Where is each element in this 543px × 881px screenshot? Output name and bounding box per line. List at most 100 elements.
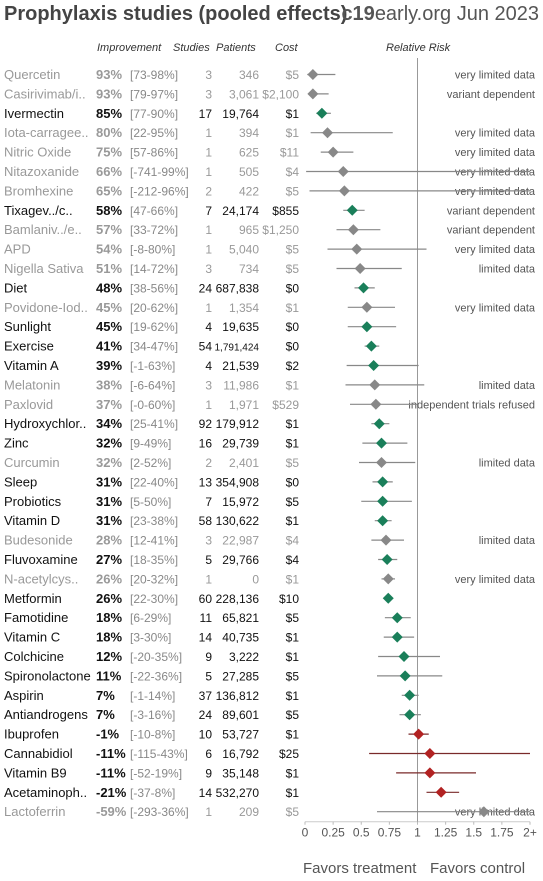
row-cost: $1: [286, 728, 300, 742]
row-name: N-acetylcys..: [4, 571, 78, 586]
effect-marker: [377, 476, 389, 488]
effect-marker: [370, 398, 382, 410]
row-studies: 5: [205, 669, 212, 683]
row-studies: 1: [205, 126, 212, 140]
row-ci: [-212-96%]: [130, 184, 189, 198]
row-ci: [22-40%]: [130, 475, 178, 489]
row-ci: [20-62%]: [130, 301, 178, 315]
row-ci: [-22-36%]: [130, 669, 182, 683]
row-improvement: -11%: [96, 746, 126, 761]
row-improvement: 7%: [96, 707, 115, 722]
row-patients: 22,987: [222, 534, 259, 548]
row-patients: 65,821: [222, 611, 259, 625]
effect-marker: [435, 786, 447, 798]
row-studies: 7: [205, 204, 212, 218]
row-ci: [38-56%]: [130, 281, 178, 295]
row-ci: [47-66%]: [130, 204, 178, 218]
row-patients: 354,908: [216, 475, 260, 489]
row-ci: [-115-43%]: [130, 747, 188, 761]
row-cost: $0: [286, 320, 300, 334]
row-patients: 35,148: [222, 766, 259, 780]
row-patients: 27,285: [222, 669, 259, 683]
row-note: limited data: [479, 380, 536, 392]
row-studies: 24: [199, 281, 213, 295]
row-improvement: 93%: [96, 67, 122, 82]
row-ci: [22-30%]: [130, 592, 178, 606]
header: Prophylaxis studies (pooled effects) c19…: [0, 0, 543, 34]
source-site: early.org Jun 2023: [374, 3, 539, 25]
effect-marker: [369, 379, 381, 391]
row-name: Metformin: [4, 591, 62, 606]
row-studies: 1: [205, 165, 212, 179]
row-cost: $11: [280, 146, 299, 160]
row-improvement: 31%: [96, 474, 122, 489]
row-name: Acetaminoph..: [4, 785, 87, 800]
row-ci: [6-29%]: [130, 611, 171, 625]
row-ci: [-0-60%]: [130, 398, 175, 412]
row-improvement: 48%: [96, 280, 122, 295]
effect-marker: [307, 88, 319, 100]
row-name: Nitazoxanide: [4, 164, 79, 179]
row-patients: 346: [239, 68, 259, 82]
row-ci: [5-50%]: [130, 495, 171, 509]
x-tick-label: 0.5: [353, 826, 370, 840]
row-studies: 5: [205, 553, 212, 567]
row-improvement: 93%: [96, 86, 122, 101]
row-patients: 1,791,424: [215, 343, 260, 354]
row-ci: [34-47%]: [130, 340, 178, 354]
row-studies: 37: [199, 689, 213, 703]
row-studies: 4: [205, 320, 212, 334]
row-note: independent trials refused: [408, 399, 535, 411]
row-note: variant dependent: [447, 225, 535, 237]
effect-marker: [347, 224, 359, 236]
row-studies: 58: [199, 514, 213, 528]
row-patients: 179,912: [216, 417, 260, 431]
row-cost: $855: [272, 204, 299, 218]
effect-marker: [354, 263, 366, 274]
effect-marker: [376, 457, 387, 468]
row-ci: [57-86%]: [130, 146, 178, 160]
row-improvement: 39%: [96, 358, 122, 373]
effect-marker: [365, 340, 377, 352]
effect-marker: [351, 243, 363, 255]
row-studies: 1: [205, 301, 212, 315]
favors-treatment-label: Favors treatment: [303, 860, 417, 877]
row-cost: $5: [286, 669, 300, 683]
row-studies: 4: [205, 359, 212, 373]
row-name: Nitric Oxide: [4, 145, 71, 160]
row-studies: 24: [199, 708, 213, 722]
row-name: Spironolactone: [4, 668, 91, 683]
column-header-patients: Patients: [216, 42, 256, 54]
effect-marker: [413, 728, 425, 740]
effect-marker: [398, 651, 410, 662]
row-name: Budesonide: [4, 533, 73, 548]
row-patients: 422: [239, 184, 259, 198]
row-studies: 7: [205, 495, 212, 509]
row-note: very limited data: [455, 147, 536, 159]
row-cost: $1: [286, 107, 300, 121]
row-studies: 1: [205, 243, 212, 257]
row-studies: 54: [199, 340, 213, 354]
row-patients: 965: [239, 223, 259, 237]
column-header-relative-risk: Relative Risk: [386, 42, 451, 54]
row-ci: [25-41%]: [130, 417, 178, 431]
row-cost: $1: [286, 126, 300, 140]
row-note: variant dependent: [447, 205, 535, 217]
row-cost: $2: [286, 359, 300, 373]
row-cost: $10: [279, 592, 299, 606]
row-patients: 209: [239, 805, 259, 819]
row-improvement: 57%: [96, 222, 122, 237]
row-ci: [-293-36%]: [130, 805, 189, 819]
row-cost: $1: [286, 631, 300, 645]
row-cost: $1: [286, 786, 300, 800]
row-improvement: 65%: [96, 183, 122, 198]
row-improvement: 26%: [96, 571, 122, 586]
row-name: Povidone-Iod..: [4, 300, 88, 315]
row-patients: 687,838: [216, 281, 260, 295]
row-patients: 0: [252, 572, 259, 586]
row-ci: [-3-16%]: [130, 708, 175, 722]
row-name: Ivermectin: [4, 106, 64, 121]
source-label: c19early.org Jun 2023: [341, 3, 539, 26]
row-patients: 734: [239, 262, 259, 276]
row-ci: [3-30%]: [130, 631, 171, 645]
